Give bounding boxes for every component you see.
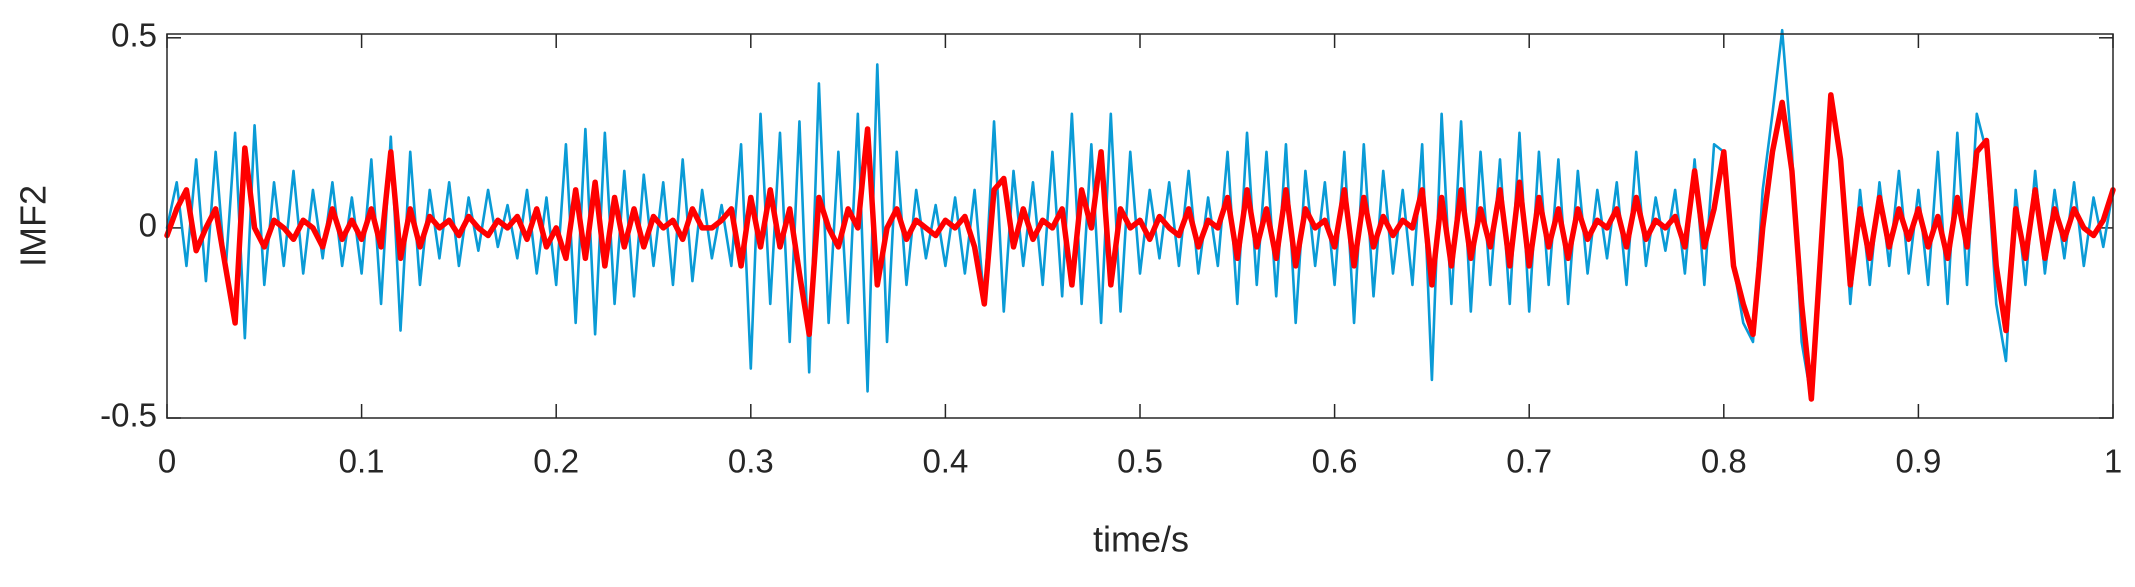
x-tick-label: 1 [2104,443,2122,480]
data-line [165,28,2115,401]
data-line [164,92,2116,402]
x-tick-label: 0.6 [1312,443,1358,480]
x-tick-label: 0.5 [1117,443,1163,480]
x-tick-label: 0.4 [922,443,968,480]
x-tick-label: 0.3 [728,443,774,480]
y-tick-label: 0.5 [111,17,157,54]
y-axis-label: IMF2 [13,185,54,267]
x-tick-label: 0.2 [533,443,579,480]
axes-box [166,33,2114,419]
x-tick-label: 0 [158,443,176,480]
x-tick-label: 0.8 [1701,443,1747,480]
x-tick-label: 0.1 [339,443,385,480]
x-tick-label: 0.7 [1506,443,1552,480]
y-tick-label: 0 [139,207,157,244]
y-tick-label: -0.5 [100,397,157,434]
x-tick-label: 0.9 [1895,443,1941,480]
x-axis-label: time/s [1093,519,1189,560]
